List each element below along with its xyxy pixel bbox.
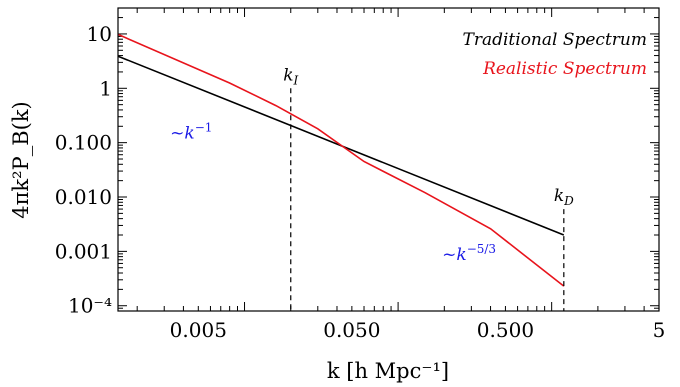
x-tick-label: 0.005: [170, 318, 227, 342]
slope-annotation-base: ~k: [170, 123, 195, 143]
slope-annotation-1: ~k−5/3: [442, 242, 496, 265]
slope-annotation-power: −5/3: [467, 242, 496, 256]
vline-label-D: kD: [554, 186, 574, 208]
vline-label-main: k: [283, 65, 293, 85]
y-tick-label: 0.100: [55, 131, 112, 155]
legend-entry-realistic: Realistic Spectrum: [482, 59, 647, 79]
y-axis-label: 4πk²P_B(k): [9, 101, 33, 218]
x-tick-label: 0.500: [477, 318, 534, 342]
y-tick-label: 0.001: [55, 239, 112, 263]
slope-annotation-base: ~k: [442, 245, 467, 265]
vline-label-main: k: [554, 186, 564, 206]
y-tick-label: 10: [87, 22, 112, 46]
slope-annotation-power: −1: [195, 120, 213, 134]
y-tick-label: 10⁻⁴: [68, 294, 112, 318]
y-tick-label: 1: [99, 76, 112, 100]
legend-entry-traditional: Traditional Spectrum: [463, 30, 648, 50]
plot-frame: [117, 7, 660, 312]
x-axis-label: k [h Mpc⁻¹]: [327, 359, 449, 383]
vline-label-sub: I: [293, 73, 299, 87]
y-tick-label: 0.010: [55, 185, 112, 209]
x-tick-label: 5: [653, 318, 666, 342]
vline-label-sub: D: [563, 194, 574, 208]
slope-annotation-0: ~k−1: [170, 120, 212, 143]
x-tick-label: 0.050: [323, 318, 380, 342]
vline-label-I: kI: [283, 65, 298, 87]
series-line-realistic: [117, 33, 565, 287]
